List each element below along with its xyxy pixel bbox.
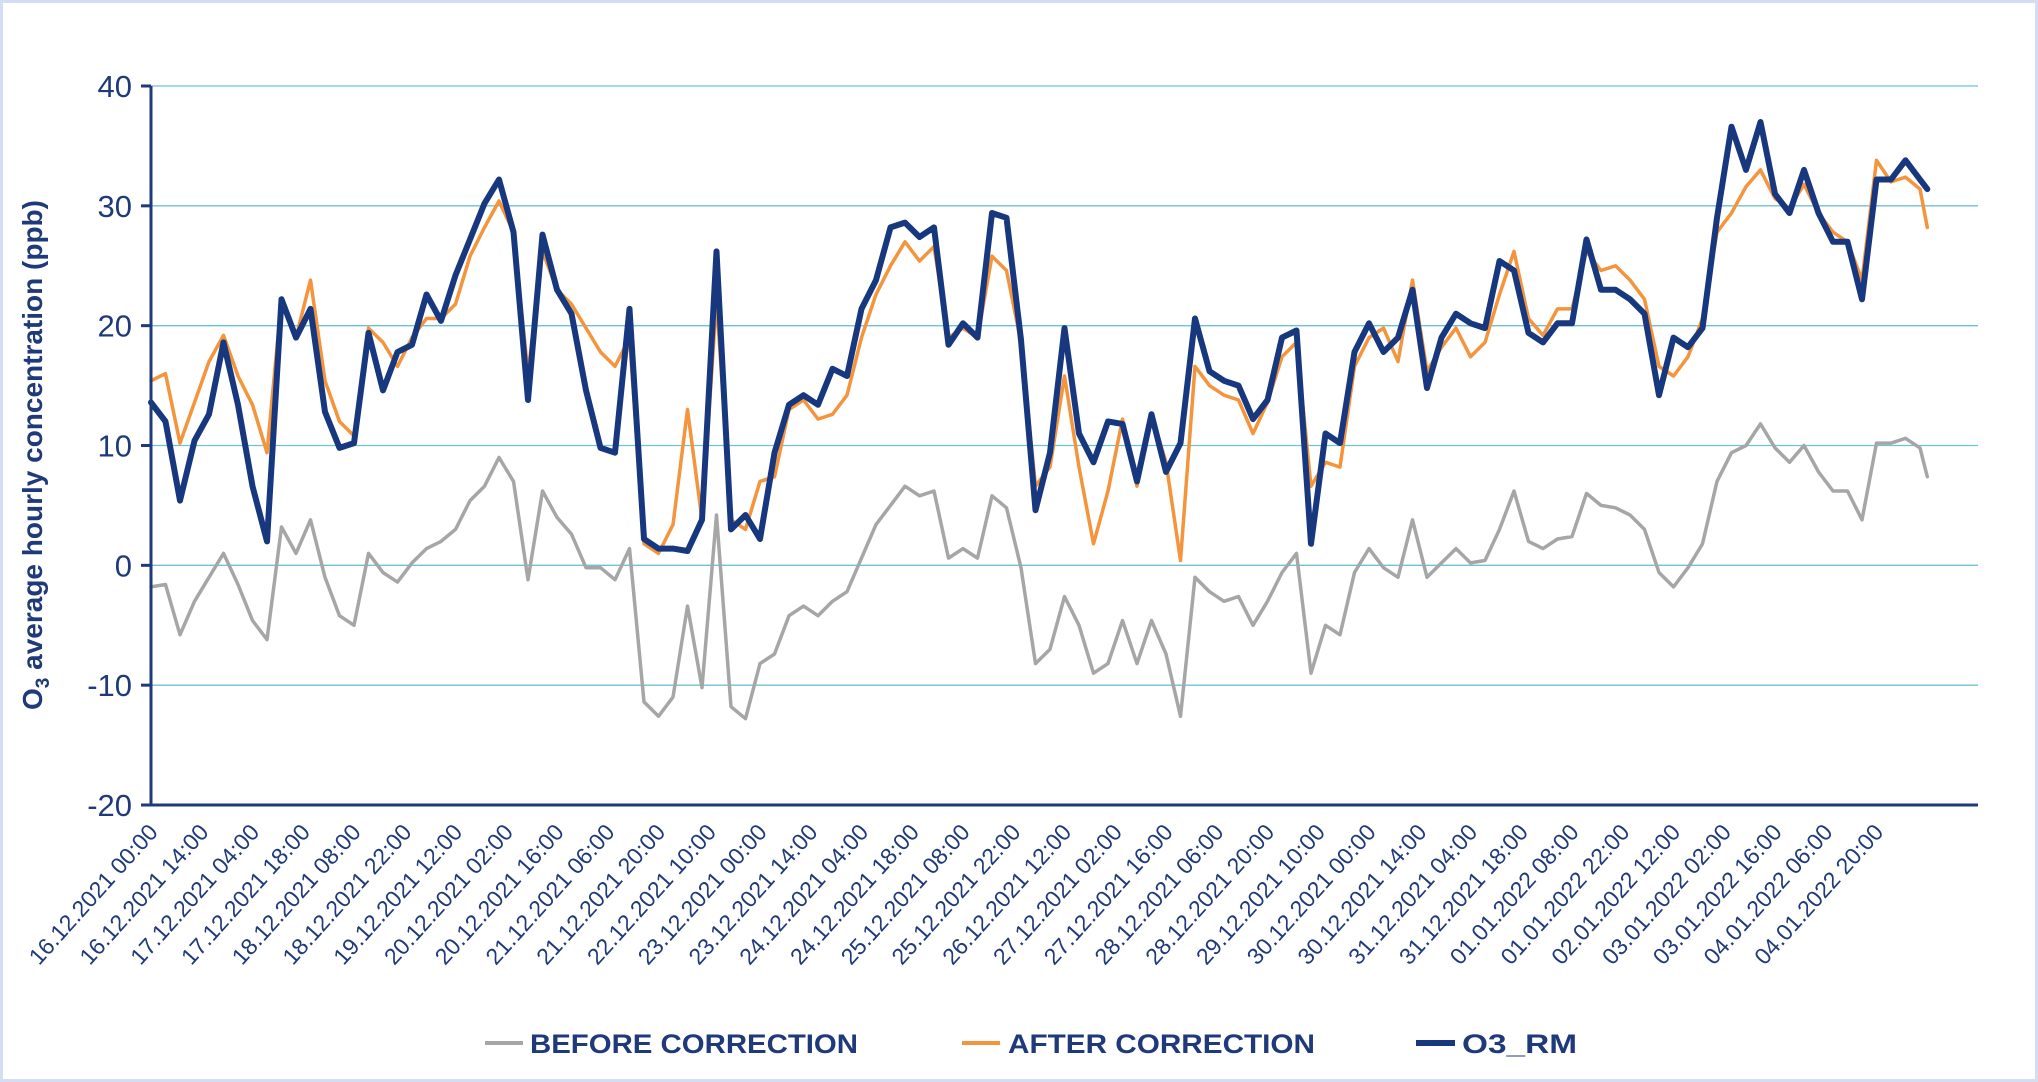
y-tick-label: 40 (98, 69, 132, 104)
y-axis-title: O3 average hourly concentration (ppb) (17, 200, 54, 710)
y-tick-label: -20 (87, 788, 132, 823)
legend-item-o3-rm[interactable]: O3_RM (1416, 1029, 1577, 1059)
y-tick-label: 20 (98, 309, 132, 344)
legend-item-before-correction[interactable]: BEFORE CORRECTION (485, 1029, 858, 1059)
y-tick-label: -10 (87, 668, 132, 703)
series-lines (148, 119, 1931, 721)
y-tick-label: 0 (115, 548, 132, 583)
series-line (148, 119, 1931, 554)
y-axis-title-rest: average hourly concentration (ppb) (17, 200, 48, 678)
legend: BEFORE CORRECTION AFTER CORRECTION O3_RM (485, 1029, 1577, 1059)
y-tick-label: 30 (98, 189, 132, 224)
series-o3-rm (148, 119, 1931, 554)
y-tick-label: 10 (98, 429, 132, 464)
legend-label-after: AFTER CORRECTION (1008, 1029, 1315, 1059)
gridlines (151, 85, 1978, 686)
y-axis-title-o: O (17, 688, 48, 710)
y-axis-title-subscript: 3 (33, 678, 54, 689)
y-axis-ticks: 40 30 20 10 0 -10 -20 (87, 69, 151, 823)
legend-item-after-correction[interactable]: AFTER CORRECTION (962, 1029, 1315, 1059)
series-line (149, 422, 1930, 721)
legend-label-before: BEFORE CORRECTION (530, 1029, 858, 1059)
series-before-correction (149, 422, 1930, 721)
legend-label-o3-rm: O3_RM (1462, 1029, 1577, 1059)
